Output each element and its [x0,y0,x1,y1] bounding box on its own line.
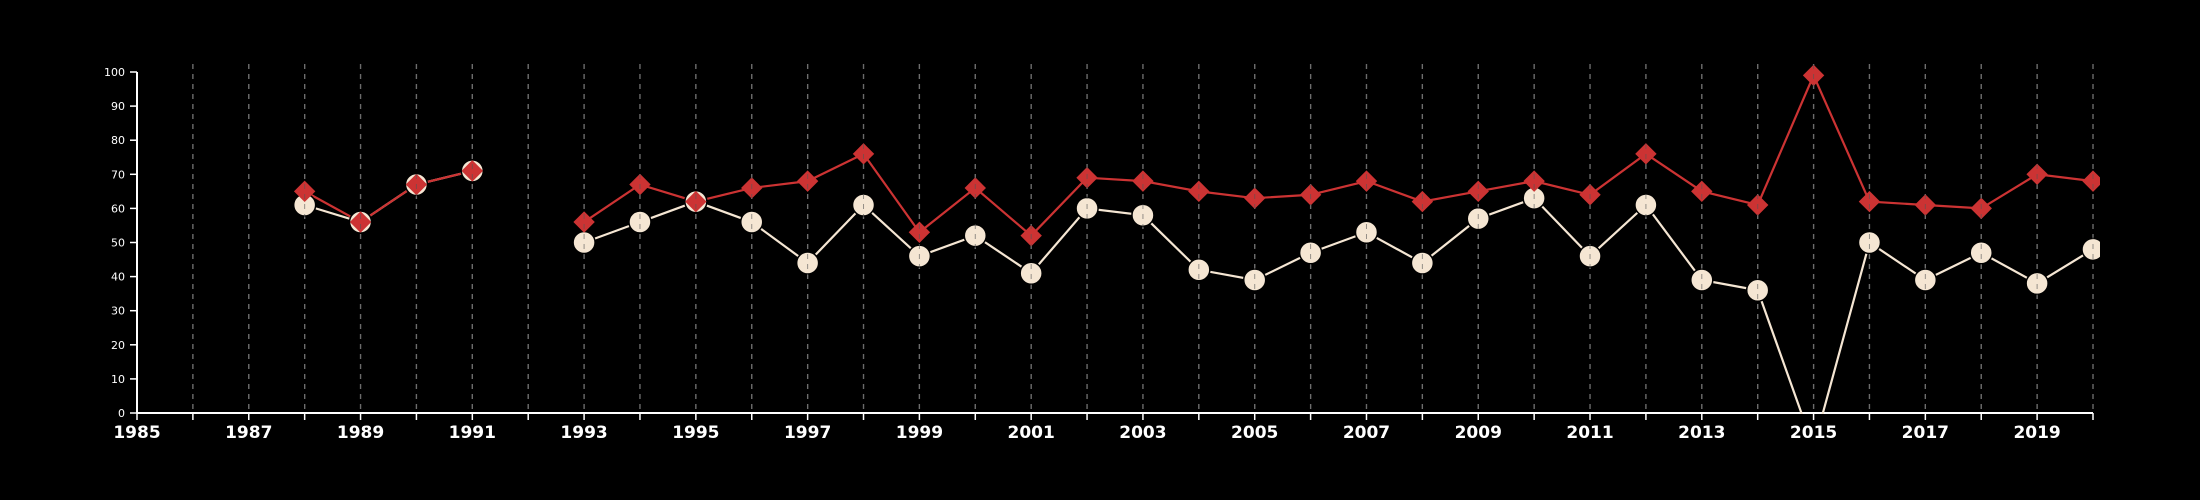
axes: 0 10 20 30 40 50 60 70 80 90 100 1985 1987 1989 1991 19… [104,66,2094,443]
red-point-2008 [1411,190,1434,213]
x-tick-label-1999: 1999 [896,423,943,443]
white-point-2014 [1745,278,1770,302]
white-point-2005 [1242,268,1267,292]
red-point-2010 [1523,170,1545,192]
x-tick-label-2009: 2009 [1455,423,1502,443]
white-point-2018 [1969,240,1993,265]
y-tick-label-0: 0 [118,407,125,420]
x-tick-label-2005: 2005 [1231,423,1278,443]
y-tick-label-20: 20 [111,339,125,352]
red-point-2013 [1691,180,1713,203]
series-group [304,72,2094,414]
white-point-1997 [795,251,820,275]
y-tick-label-60: 60 [111,202,125,215]
red-point-2003 [1132,170,1154,192]
y-tick-label-50: 50 [111,237,125,250]
x-tick-label-1985: 1985 [113,423,160,443]
y-tick-label-90: 90 [111,100,125,113]
red-series-line-0 [304,169,473,224]
red-point-2009 [1467,180,1489,203]
markers-group [192,64,2100,413]
red-point-2004 [1188,180,1210,203]
x-tick-label-1989: 1989 [337,423,384,443]
white-point-2013 [1690,268,1714,292]
y-tick-label-80: 80 [111,134,125,147]
y-tick-label-10: 10 [111,373,125,386]
x-tick-label-1987: 1987 [225,423,272,443]
red-point-1997 [796,170,819,192]
white-point-2008 [1410,251,1435,275]
red-point-2020 [2082,170,2100,192]
y-tick-label-30: 30 [111,305,125,318]
x-tick-label-1993: 1993 [560,423,607,443]
red-point-1989 [349,211,372,233]
white-series-line-0 [304,169,473,224]
red-point-1998 [852,143,875,165]
red-point-1999 [908,221,931,243]
x-tick-label-2003: 2003 [1119,423,1166,443]
x-tick-label-2015: 2015 [1790,423,1837,443]
y-tick-label-100: 100 [104,66,125,79]
x-tick-label-2013: 2013 [1678,423,1725,443]
y-tick-label-40: 40 [111,271,125,284]
x-tick-label-1997: 1997 [784,423,831,443]
red-point-2012 [1635,143,1657,165]
white-point-1996 [739,210,764,234]
red-point-1995 [685,190,707,213]
x-tick-label-2001: 2001 [1008,423,1055,443]
red-series-line-1 [583,72,2094,238]
white-point-2007 [1354,220,1379,245]
x-tick-label-2007: 2007 [1343,423,1390,443]
white-series-line-1 [583,196,2094,414]
red-point-2007 [1355,170,1378,192]
x-tick-label-2011: 2011 [1566,423,1613,443]
white-point-1994 [628,210,652,234]
x-tick-label-1995: 1995 [672,423,719,443]
y-tick-label-70: 70 [111,168,125,181]
x-tick-label-2019: 2019 [2013,423,2060,443]
red-point-1991 [461,160,484,182]
x-tick-label-2017: 2017 [1902,423,1949,443]
red-point-1993 [573,211,595,233]
red-point-1988 [293,180,316,203]
red-point-2016 [1858,190,1881,213]
white-point-2017 [1913,268,1938,292]
x-tick-label-1991: 1991 [449,423,496,443]
white-point-2006 [1298,240,1323,265]
white-point-2016 [1857,230,1882,255]
